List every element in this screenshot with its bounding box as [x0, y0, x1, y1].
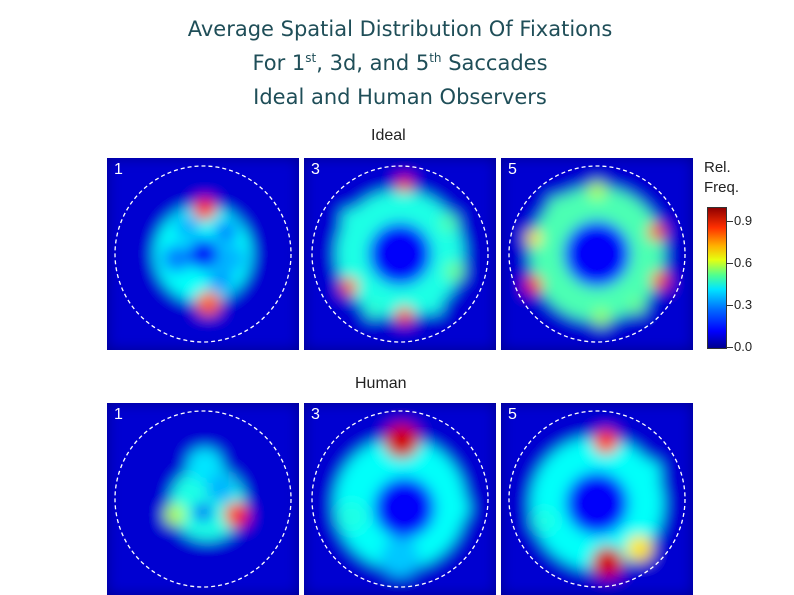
density-blob: [380, 537, 420, 577]
density-blob: [591, 546, 624, 579]
density-blob: [384, 423, 420, 459]
panel-label: 5: [508, 406, 517, 423]
density-blob: [373, 477, 436, 539]
density-blob: [444, 261, 465, 282]
density-blob: [194, 503, 212, 521]
title-line-2: For 1st, 3d, and 5th Saccades: [0, 46, 794, 80]
density-blob: [368, 222, 432, 286]
heatmap-svg: [107, 158, 299, 350]
density-blob: [224, 502, 249, 528]
density-blob: [214, 220, 238, 244]
heatmap-svg: [501, 403, 693, 595]
density-blob: [188, 238, 220, 270]
row-label-human: Human: [355, 375, 407, 392]
density-blob: [217, 244, 246, 273]
density-blob: [206, 474, 235, 503]
density-blob: [340, 277, 358, 296]
density-blob: [174, 215, 200, 240]
title-line-3: Ideal and Human Observers: [253, 85, 547, 109]
density-blob: [588, 181, 606, 200]
chart-title: Average Spatial Distribution Of Fixation…: [0, 12, 794, 114]
heatmap-svg: [304, 403, 496, 595]
density-blob: [548, 196, 567, 215]
heatmap-svg: [304, 158, 496, 350]
colorbar-tick-label: 0.6: [734, 255, 753, 270]
heatmap-panel-ideal-1: 1: [107, 158, 299, 350]
density-blob: [396, 176, 413, 193]
colorbar-tick: [727, 263, 733, 264]
stimulus-boundary-circle: [508, 165, 686, 343]
density-blob: [565, 471, 629, 536]
colorbar-tick-label: 0.3: [734, 297, 753, 312]
density-blob: [626, 535, 653, 562]
panel-label: 3: [311, 161, 320, 178]
heatmap-panel-human-1: 1: [107, 403, 299, 595]
title-superscript-2: th: [429, 51, 442, 65]
density-blob: [395, 306, 414, 325]
panel-label: 1: [114, 161, 123, 178]
density-blob: [195, 290, 221, 316]
density-blob: [193, 197, 217, 221]
stimulus-boundary-circle: [311, 165, 489, 343]
stimulus-boundary-circle: [311, 410, 489, 588]
panel-label: 3: [311, 406, 320, 423]
colorbar-tick: [727, 347, 733, 348]
colorbar-title-line-1: Rel.: [704, 159, 731, 176]
heatmap-panel-human-3: 3: [304, 403, 496, 595]
density-blob: [335, 500, 368, 533]
colorbar-tick: [727, 221, 733, 222]
heatmap-svg: [501, 158, 693, 350]
density-blob: [187, 447, 223, 484]
title-line-2-part-c: Saccades: [441, 51, 548, 75]
density-blob: [364, 300, 383, 319]
title-superscript-1: st: [305, 51, 317, 65]
title-line-1: Average Spatial Distribution Of Fixation…: [187, 17, 613, 41]
density-blob: [593, 429, 619, 455]
heatmap-panel-ideal-3: 3: [304, 158, 496, 350]
density-blob: [635, 460, 661, 485]
panel-label: 1: [114, 406, 123, 423]
density-blob: [436, 491, 469, 524]
stimulus-boundary-circle: [114, 410, 292, 588]
density-blob: [438, 213, 459, 233]
colorbar-tick-label: 0.9: [734, 213, 753, 228]
density-blob: [162, 244, 191, 273]
density-blob: [164, 504, 186, 526]
colorbar-tick-label: 0.0: [734, 339, 753, 354]
panel-label: 5: [508, 161, 517, 178]
density-blob: [651, 271, 670, 290]
density-blob: [524, 276, 543, 294]
colorbar-title: Rel. Freq.: [704, 158, 764, 198]
density-blob: [341, 209, 362, 229]
heatmap-svg: [107, 403, 299, 595]
density-blob: [531, 508, 557, 534]
density-blob: [627, 296, 646, 314]
stimulus-boundary-circle: [114, 165, 292, 343]
density-blob: [208, 268, 233, 293]
density-blob: [592, 308, 611, 327]
density-blob: [648, 223, 666, 241]
colorbar: [707, 207, 727, 349]
title-line-2-part-b: , 3d, and 5: [316, 51, 430, 75]
colorbar-tick: [727, 305, 733, 306]
density-blob: [525, 230, 542, 247]
density-blob: [563, 220, 631, 288]
density-blob: [424, 296, 443, 314]
title-line-2-part-a: For 1: [252, 51, 306, 75]
colorbar-title-line-2: Freq.: [704, 179, 740, 196]
heatmap-panel-ideal-5: 5: [501, 158, 693, 350]
row-label-ideal: Ideal: [371, 127, 406, 144]
heatmap-panel-human-5: 5: [501, 403, 693, 595]
stimulus-boundary-circle: [508, 410, 686, 588]
